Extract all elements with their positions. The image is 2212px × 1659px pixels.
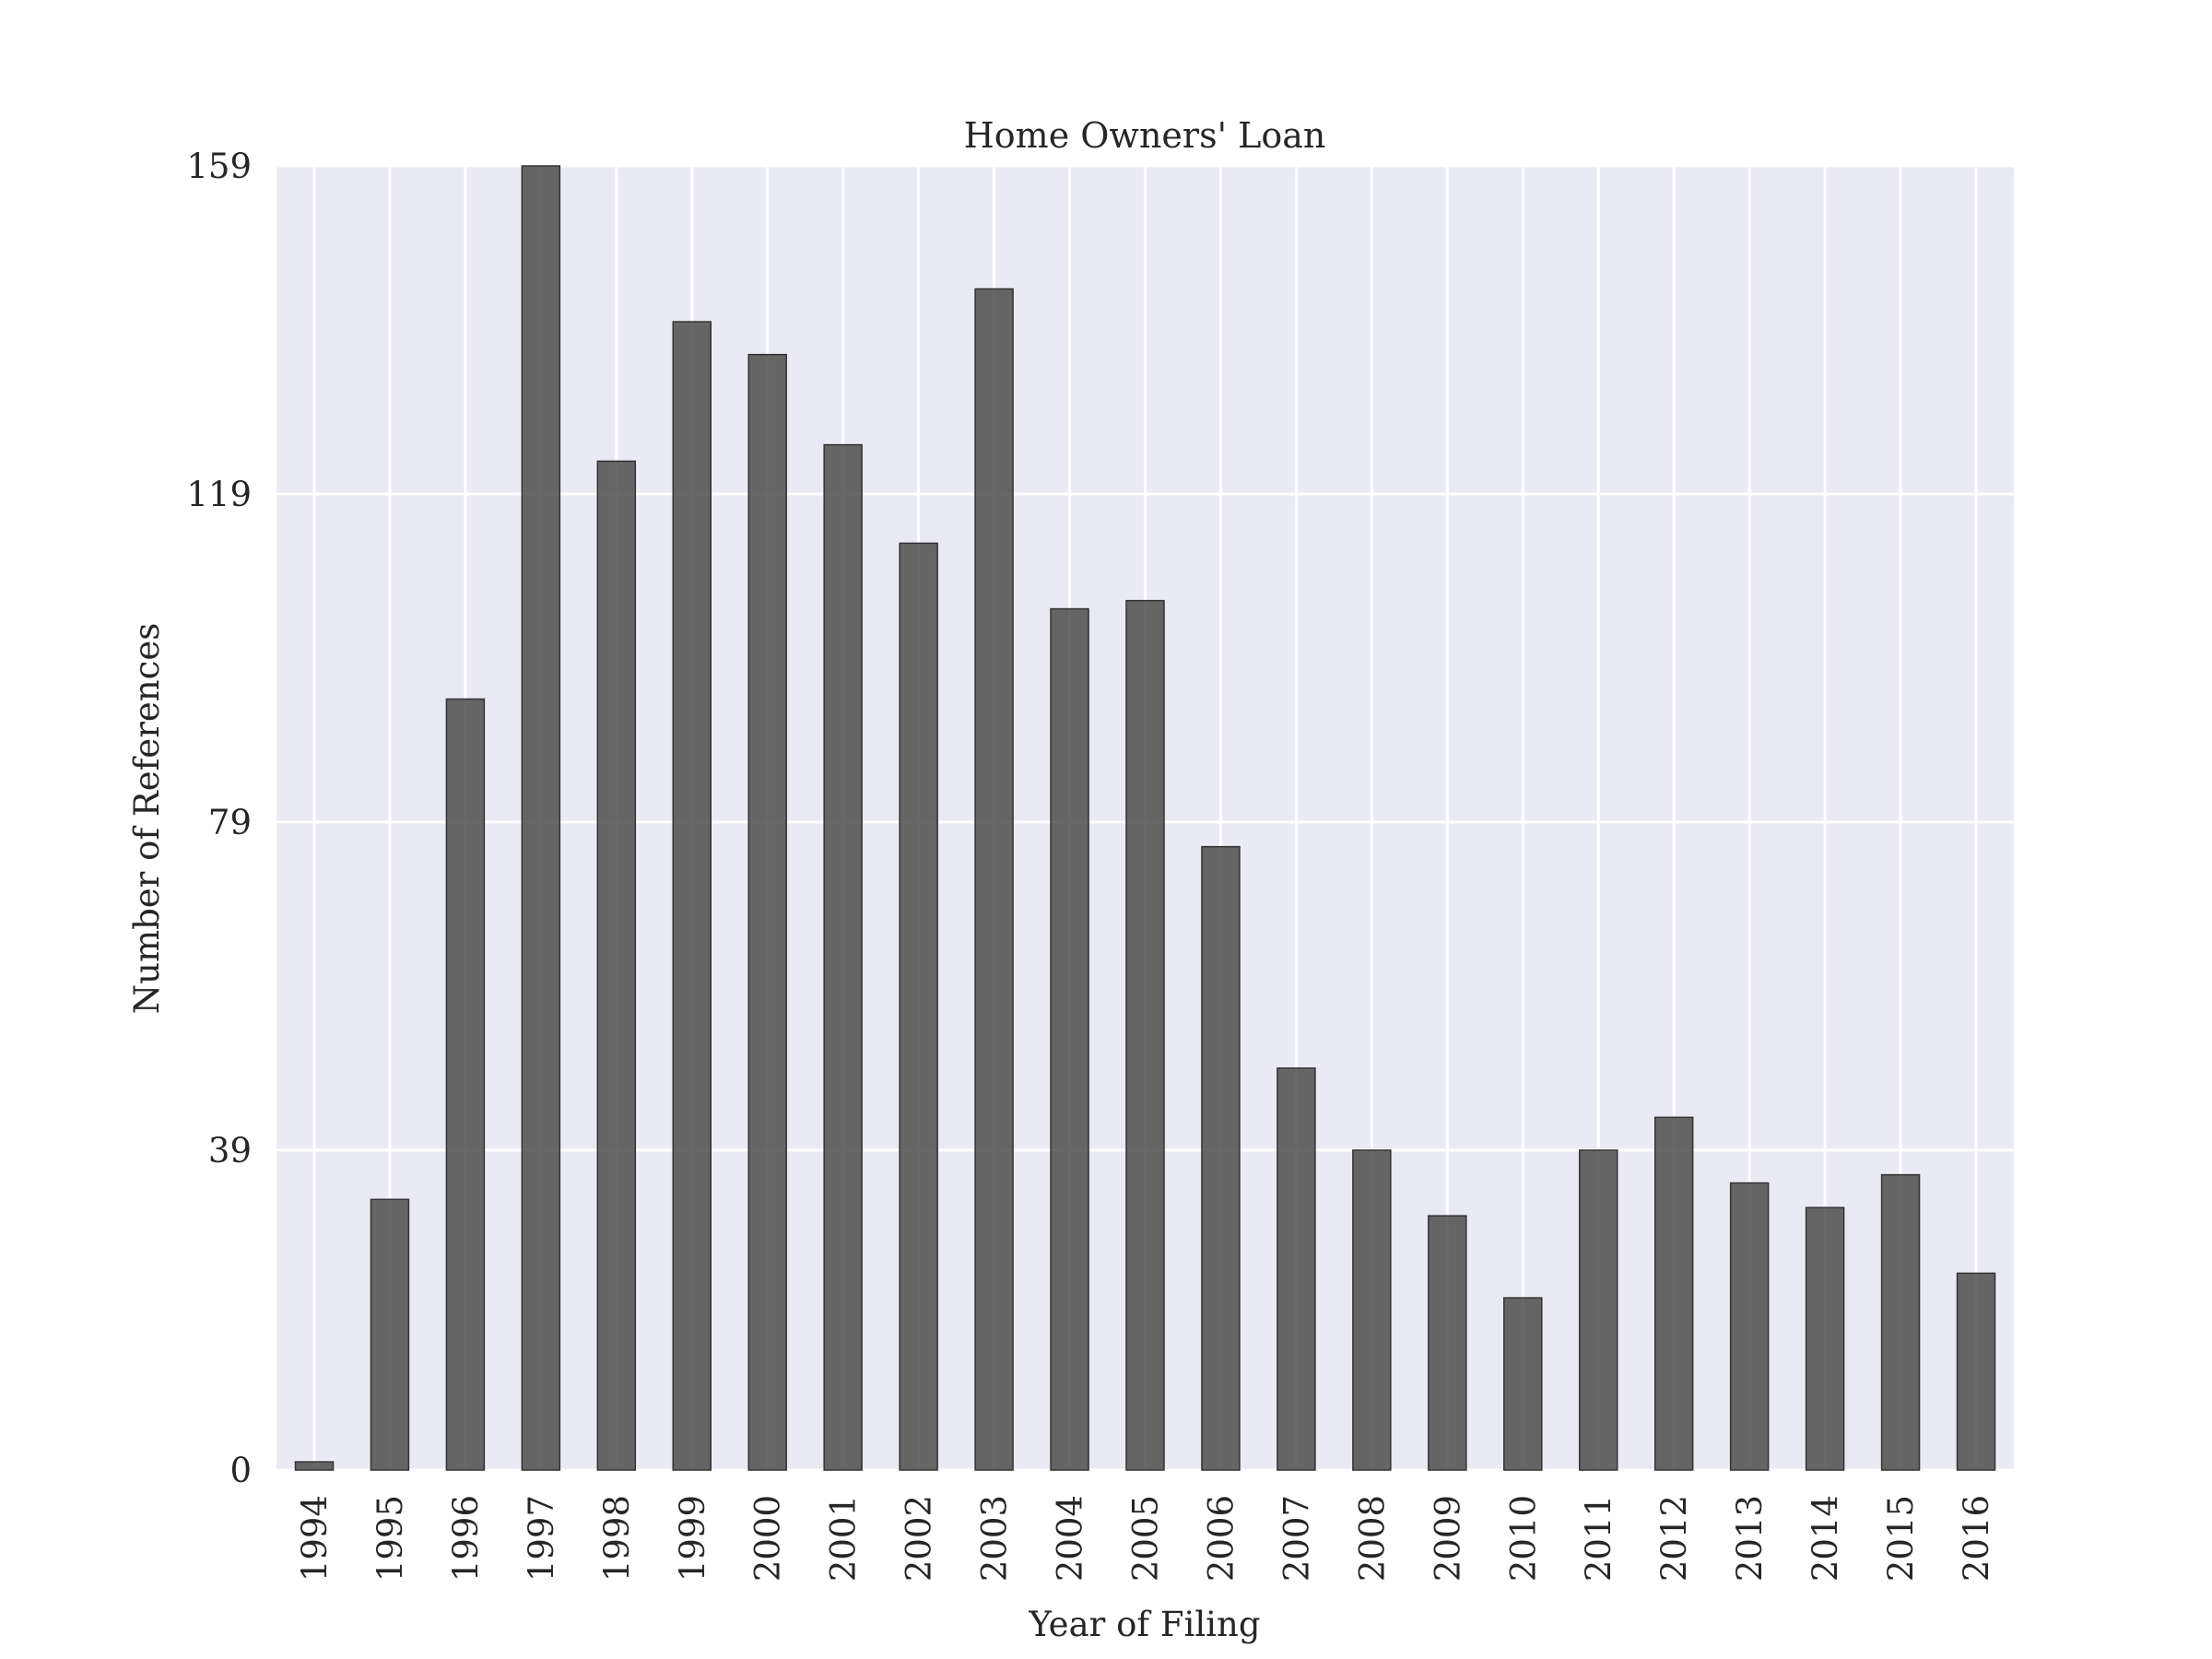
y-tick-label: 39	[208, 1131, 252, 1171]
bar-2012	[1653, 1116, 1694, 1471]
x-tick-label: 1996	[446, 1495, 486, 1582]
x-tick-label: 2003	[975, 1495, 1015, 1582]
x-tick-label: 1999	[673, 1495, 712, 1582]
x-tick-label: 2015	[1881, 1495, 1921, 1582]
bar-2006	[1201, 845, 1241, 1471]
bar-2009	[1428, 1215, 1467, 1471]
x-tick-label: 1998	[597, 1495, 637, 1582]
bar-1996	[445, 698, 486, 1471]
bar-2003	[974, 288, 1014, 1471]
x-tick-label: 2004	[1051, 1495, 1090, 1582]
x-tick-label: 1995	[371, 1495, 410, 1582]
bar-2005	[1125, 599, 1165, 1471]
x-tick-label: 2016	[1957, 1495, 1996, 1582]
y-axis-label: Number of References	[127, 623, 167, 1014]
bar-2013	[1729, 1182, 1770, 1471]
bar-2001	[823, 443, 863, 1471]
x-tick-label: 2001	[824, 1495, 864, 1582]
y-tick-label: 79	[208, 803, 252, 842]
x-tick-label: 2007	[1277, 1495, 1316, 1582]
bar-2010	[1503, 1297, 1543, 1471]
x-tick-label: 2014	[1806, 1495, 1845, 1582]
bar-2004	[1050, 607, 1089, 1471]
bar-2007	[1277, 1067, 1316, 1471]
x-tick-label: 2013	[1730, 1495, 1770, 1582]
x-tick-label: 1997	[522, 1495, 561, 1582]
x-tick-label: 2010	[1503, 1495, 1543, 1582]
x-axis-label: Year of Filing	[1028, 1605, 1260, 1644]
bar-2000	[747, 353, 787, 1471]
x-tick-label: 2005	[1126, 1495, 1166, 1582]
x-tick-label: 1994	[295, 1495, 335, 1582]
chart-title: Home Owners' Loan	[964, 115, 1326, 156]
bar-series	[294, 165, 1996, 1471]
bar-2014	[1805, 1206, 1845, 1471]
bar-1999	[672, 321, 712, 1471]
bar-1994	[294, 1461, 335, 1471]
bar-1998	[596, 460, 637, 1471]
x-tick-label: 2008	[1352, 1495, 1392, 1582]
x-tick-label: 2006	[1201, 1495, 1241, 1582]
y-tick-labels: 0 39 79 119 159	[186, 147, 252, 1490]
bar-2016	[1956, 1272, 1996, 1471]
x-tick-label: 2011	[1579, 1495, 1618, 1582]
y-tick-label: 119	[186, 475, 252, 514]
bar-2015	[1880, 1173, 1921, 1471]
x-tick-labels: 1994 1995 1996 1997 1998 1999 2000 2001 2002 2003…	[295, 1495, 1996, 1582]
bar-1995	[370, 1198, 410, 1471]
x-tick-label: 2002	[900, 1495, 939, 1582]
x-tick-label: 2009	[1428, 1495, 1467, 1582]
bar-2008	[1352, 1149, 1392, 1471]
y-tick-label: 0	[229, 1451, 252, 1490]
y-tick-label: 159	[186, 147, 252, 186]
bar-1997	[521, 165, 561, 1471]
bar-2002	[899, 542, 938, 1471]
x-tick-label: 2000	[748, 1495, 788, 1582]
bar-2011	[1579, 1149, 1618, 1471]
x-tick-label: 2012	[1654, 1495, 1694, 1582]
